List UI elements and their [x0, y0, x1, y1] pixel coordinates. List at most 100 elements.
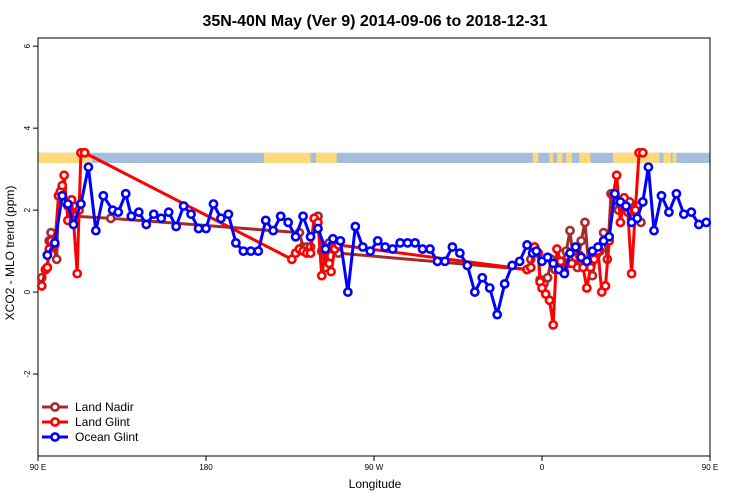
data-point	[565, 225, 575, 236]
data-point	[542, 272, 553, 283]
data-point	[335, 235, 346, 246]
land-segment	[82, 152, 87, 163]
land-segment	[663, 152, 671, 163]
legend-label: Land Nadir	[75, 400, 134, 414]
data-point	[589, 254, 600, 265]
x-tick-label: 0	[540, 463, 545, 472]
data-point	[245, 246, 256, 256]
data-point	[324, 258, 335, 269]
data-point	[678, 209, 689, 220]
data-point	[342, 287, 353, 297]
data-point	[46, 227, 56, 238]
data-point	[462, 260, 473, 271]
data-point	[328, 233, 338, 244]
data-point	[581, 283, 592, 293]
data-point	[514, 256, 525, 267]
land-segment	[263, 152, 311, 163]
data-point	[201, 223, 211, 234]
data-point	[559, 268, 570, 279]
data-point	[425, 244, 435, 254]
data-point	[105, 213, 116, 224]
data-point	[49, 238, 60, 248]
data-point	[68, 219, 79, 230]
land-segment	[532, 152, 539, 163]
data-point	[83, 162, 94, 172]
data-point	[621, 201, 631, 211]
data-point	[156, 213, 167, 224]
data-point	[542, 252, 553, 263]
data-point	[253, 246, 264, 256]
data-point	[410, 238, 420, 248]
x-tick-label: 90 E	[702, 463, 718, 472]
data-point	[492, 309, 503, 320]
data-point	[193, 223, 204, 234]
data-point	[570, 242, 581, 252]
data-point	[113, 207, 124, 218]
data-point	[275, 211, 286, 222]
data-point	[593, 242, 603, 252]
data-point	[141, 219, 152, 230]
data-point	[637, 197, 648, 207]
data-point	[238, 246, 249, 256]
data-point	[604, 231, 615, 242]
data-point	[469, 287, 480, 297]
legend-item: Ocean Glint	[42, 430, 139, 444]
ocean-strip	[38, 152, 710, 163]
data-point	[643, 162, 654, 172]
data-point	[98, 190, 109, 201]
data-point	[208, 199, 219, 209]
data-point	[72, 268, 83, 279]
chart-title: 35N-40N May (Ver 9) 2014-09-06 to 2018-1…	[202, 13, 547, 30]
data-point	[611, 170, 622, 181]
data-point	[565, 248, 575, 259]
data-point	[186, 209, 196, 220]
data-point	[230, 238, 241, 248]
data-point	[387, 244, 398, 254]
data-point	[555, 256, 566, 267]
legend-label: Ocean Glint	[75, 430, 139, 444]
data-point	[632, 213, 643, 224]
data-point	[395, 238, 406, 248]
data-point	[326, 266, 336, 277]
data-point	[350, 221, 361, 232]
data-point	[59, 170, 70, 181]
legend-marker	[50, 432, 60, 442]
data-point	[126, 211, 137, 222]
data-point	[417, 244, 428, 254]
y-tick-label: 4	[23, 125, 32, 130]
data-point	[440, 256, 450, 267]
legend-marker	[50, 417, 60, 427]
land-segment	[86, 152, 93, 163]
land-segment	[672, 152, 677, 163]
data-point	[171, 221, 182, 232]
land-segment	[612, 152, 660, 163]
data-point	[178, 201, 189, 211]
data-point	[313, 223, 323, 234]
data-point	[664, 207, 674, 218]
y-tick-label: 6	[23, 43, 32, 48]
data-point	[305, 231, 316, 242]
data-point	[79, 147, 90, 158]
data-point	[51, 254, 62, 265]
data-point	[216, 213, 226, 224]
series-land-nadir	[36, 182, 646, 289]
data-point	[693, 219, 704, 230]
land-segment	[579, 152, 591, 163]
legend-item: Land Glint	[42, 415, 130, 429]
data-point	[544, 295, 555, 306]
data-point	[609, 188, 620, 199]
land-segment	[316, 152, 337, 163]
land-segment	[566, 152, 572, 163]
series-ocean-glint	[42, 162, 712, 320]
data-point	[447, 242, 458, 252]
x-tick-label: 90 W	[365, 463, 384, 472]
data-point	[57, 180, 68, 191]
y-tick-label: 2	[23, 207, 32, 212]
data-point	[701, 217, 712, 228]
x-tick-label: 90 E	[30, 463, 46, 472]
data-point	[380, 242, 391, 252]
y-axis-title: XCO2 - MLO trend (ppm)	[3, 186, 17, 321]
data-point	[656, 190, 667, 201]
